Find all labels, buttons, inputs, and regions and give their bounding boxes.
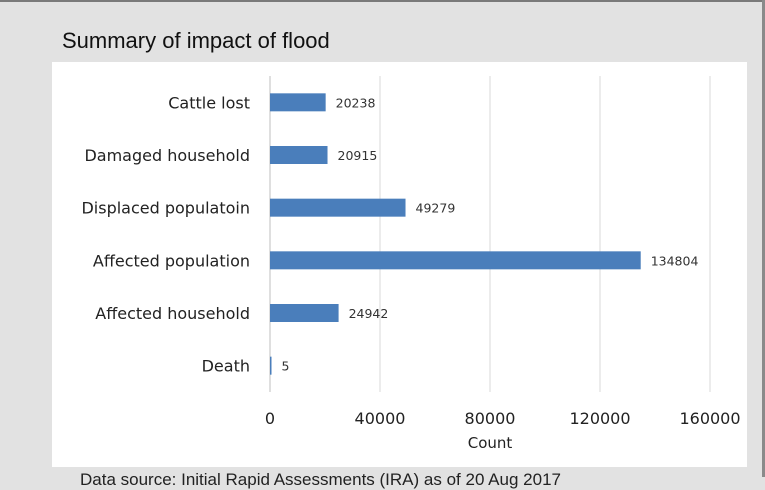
chart-frame [0, 0, 765, 2]
bar [270, 356, 272, 375]
x-axis-label: Count [468, 434, 513, 452]
x-tick-label: 120000 [569, 409, 630, 428]
data-label: 5 [282, 359, 290, 374]
category-label: Displaced populatoin [81, 199, 250, 218]
category-label: Affected household [95, 304, 250, 323]
bar [270, 146, 328, 164]
data-label: 24942 [349, 306, 389, 321]
flood-impact-bar-chart: Cattle lost 20238 Damaged household 20915 Di… [81, 76, 741, 452]
category-label: Death [202, 357, 250, 376]
bar [270, 198, 406, 217]
bar [270, 93, 326, 112]
category-label: Damaged household [84, 146, 250, 165]
data-label: 20915 [338, 148, 378, 163]
data-label: 49279 [416, 201, 456, 216]
x-tick-label: 0 [265, 409, 275, 428]
x-tick-label: 160000 [679, 409, 740, 428]
chart-panel: Cattle lost 20238 Damaged household 20915 Di… [52, 62, 747, 467]
chart-title: Summary of impact of flood [62, 28, 330, 53]
bar [270, 304, 339, 322]
data-label: 134804 [651, 253, 699, 268]
bar [270, 251, 641, 270]
x-tick-label: 40000 [355, 409, 406, 428]
data-source-footnote: Data source: Initial Rapid Assessments (… [80, 470, 561, 489]
category-label: Affected population [93, 251, 250, 270]
category-label: Cattle lost [168, 93, 250, 112]
data-label: 20238 [336, 95, 376, 110]
frame-right-border [762, 0, 765, 477]
x-tick-label: 80000 [465, 409, 516, 428]
